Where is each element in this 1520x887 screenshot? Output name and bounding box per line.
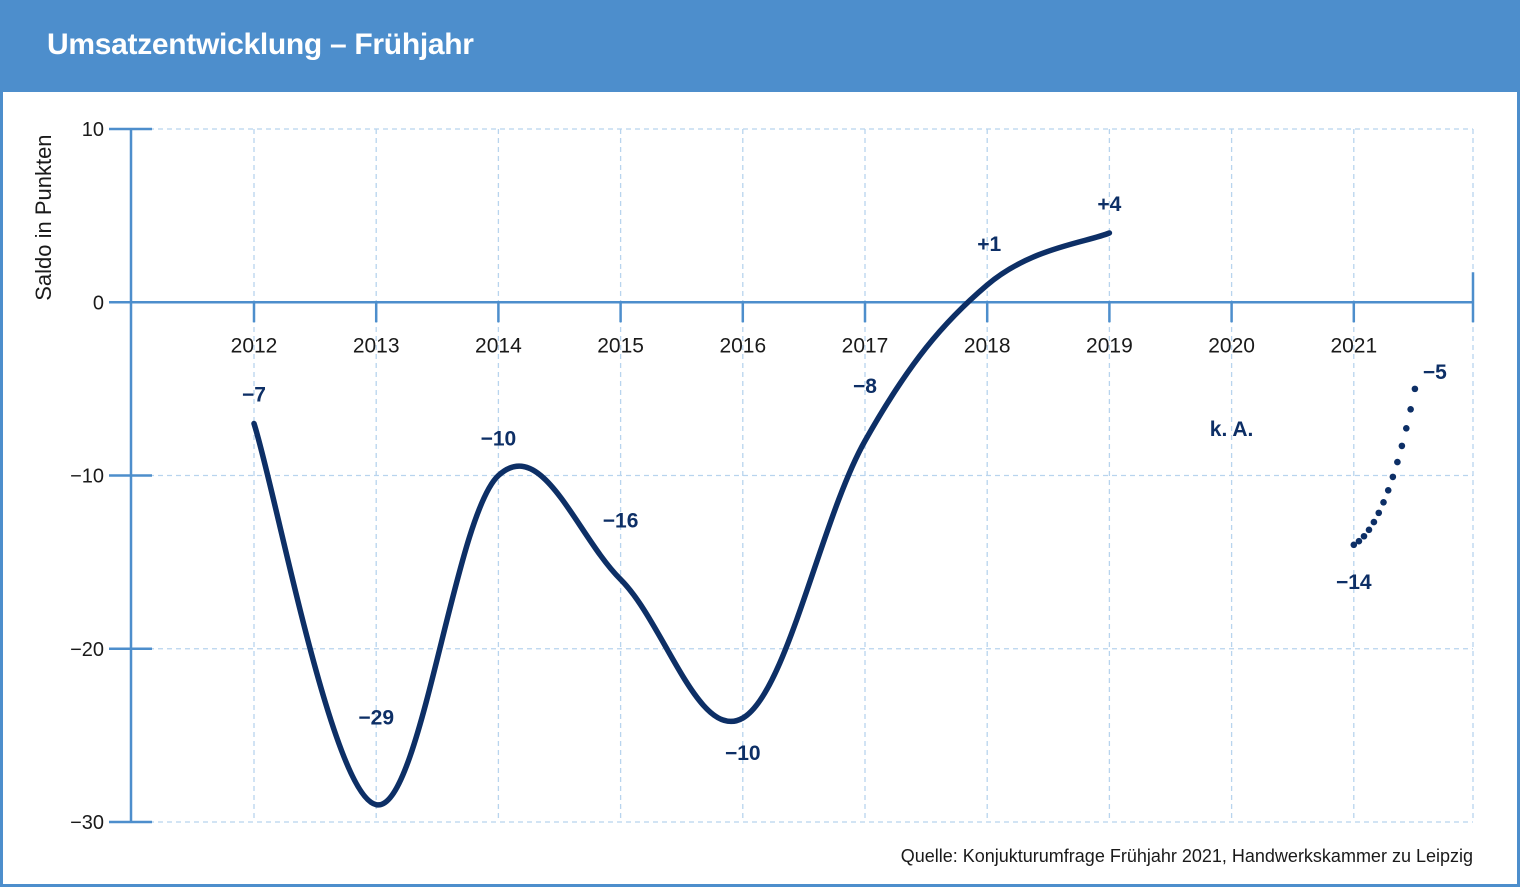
y-axis-title: Saldo in Punkten bbox=[31, 134, 56, 300]
x-tick-label: 2021 bbox=[1330, 334, 1377, 357]
x-tick-label: 2014 bbox=[475, 334, 522, 357]
data-labels: −7 −29 −10 −16 −10 −8 +1 +4 −14 −5 k. A. bbox=[242, 193, 1447, 765]
x-tick-label: 2018 bbox=[964, 334, 1011, 357]
series-line bbox=[251, 230, 1113, 808]
data-label: −29 bbox=[358, 707, 394, 730]
series-dot bbox=[1350, 541, 1358, 549]
data-label: −10 bbox=[725, 742, 761, 765]
data-label: +1 bbox=[977, 233, 1001, 256]
data-label: −10 bbox=[481, 428, 517, 451]
data-label: −7 bbox=[242, 384, 266, 407]
series-dot bbox=[1370, 518, 1378, 526]
axes: 10 0 −10 −20 −30 2012 2013 2014 2015 2016 2017 2018… bbox=[31, 119, 1475, 834]
x-tick-label: 2015 bbox=[597, 334, 644, 357]
series-dot bbox=[1411, 385, 1419, 393]
series-dot bbox=[1360, 532, 1368, 540]
data-label: −5 bbox=[1423, 361, 1447, 384]
data-label: −8 bbox=[853, 375, 877, 398]
chart-title: Umsatzentwicklung – Frühjahr bbox=[47, 28, 474, 61]
x-tick-label: 2020 bbox=[1208, 334, 1255, 357]
x-tick-label: 2013 bbox=[353, 334, 400, 357]
y-tick-label: 10 bbox=[82, 119, 104, 141]
y-tick-label: 0 bbox=[93, 292, 104, 314]
series-dot bbox=[1398, 442, 1406, 450]
series-lines bbox=[251, 230, 1419, 808]
chart-header: Umsatzentwicklung – Frühjahr bbox=[0, 0, 1520, 92]
series-dot bbox=[1355, 537, 1363, 545]
series-dot bbox=[1375, 509, 1383, 517]
series-dot bbox=[1389, 473, 1397, 481]
source-note: Quelle: Konjukturumfrage Frühjahr 2021, … bbox=[900, 846, 1473, 866]
data-label: −14 bbox=[1336, 571, 1372, 594]
series-dot bbox=[1384, 486, 1392, 494]
series-dot bbox=[1402, 424, 1410, 432]
series-dot bbox=[1365, 526, 1373, 534]
grid-lines bbox=[131, 128, 1474, 823]
x-tick-label: 2019 bbox=[1086, 334, 1133, 357]
y-tick-label: −20 bbox=[70, 639, 104, 661]
series-dot bbox=[1380, 498, 1387, 506]
x-tick-label: 2016 bbox=[719, 334, 766, 357]
x-tick-label: 2012 bbox=[231, 334, 278, 357]
series-dot bbox=[1394, 458, 1401, 466]
series-dot bbox=[1407, 405, 1414, 413]
annotation-no-data: k. A. bbox=[1210, 418, 1254, 441]
data-label: +4 bbox=[1097, 193, 1121, 216]
y-tick-label: −30 bbox=[70, 812, 104, 834]
data-label: −16 bbox=[603, 509, 639, 532]
x-tick-label: 2017 bbox=[842, 334, 889, 357]
y-tick-label: −10 bbox=[70, 466, 104, 488]
